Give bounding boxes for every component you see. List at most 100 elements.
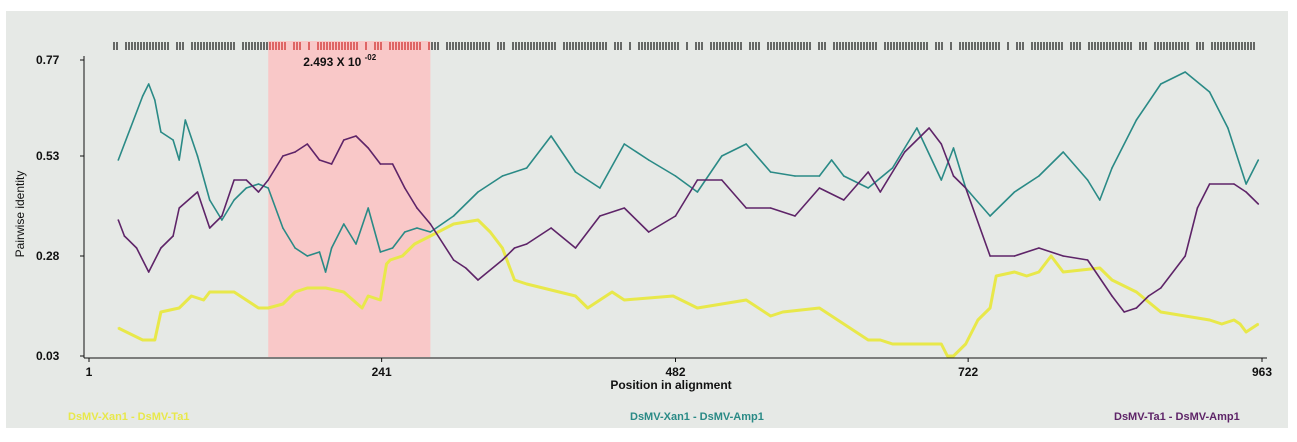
series-3-point — [879, 191, 882, 193]
legend-series-3: DsMV-Ta1 - DsMV-Amp1 — [1114, 411, 1240, 423]
series-3-point — [245, 179, 248, 181]
series-1-point — [1050, 255, 1052, 257]
series-2-point — [221, 219, 223, 221]
series-1-point — [1025, 275, 1028, 277]
series-1-point — [879, 339, 882, 341]
series-1-point — [477, 219, 479, 221]
series-1-point — [379, 299, 382, 301]
series-3-point — [903, 151, 906, 153]
series-2-point — [989, 215, 991, 217]
series-3-point — [221, 215, 223, 217]
series-2-point — [842, 175, 845, 177]
series-3-point — [1245, 191, 1247, 193]
y-axis-title: Pairwise identity — [13, 171, 27, 258]
series-1-point — [413, 243, 416, 245]
series-2-point — [141, 95, 144, 97]
series-1-point — [306, 287, 309, 289]
series-1-point — [769, 315, 772, 317]
series-3-point — [513, 247, 516, 249]
series-3-point — [416, 207, 418, 209]
series-3-point — [1062, 255, 1065, 257]
series-3-point — [1208, 183, 1211, 185]
series-3-point — [501, 259, 504, 261]
series-2-point — [1111, 167, 1113, 169]
series-1-point — [989, 307, 991, 309]
series-1-point — [1135, 291, 1138, 293]
series-1-point — [818, 307, 821, 309]
series-2-point — [367, 207, 370, 209]
series-2-point — [379, 251, 382, 253]
series-3-point — [208, 227, 211, 229]
series-1-point — [178, 307, 181, 309]
series-1-point — [282, 303, 284, 305]
series-2-point — [1184, 71, 1186, 73]
x-tick-label: 1 — [86, 365, 93, 379]
series-1-point — [672, 295, 674, 297]
series-3-point — [1123, 311, 1126, 313]
series-1-point — [1251, 327, 1254, 329]
series-1-point — [513, 279, 516, 281]
series-1-point — [1257, 323, 1260, 325]
series-1-point — [1013, 271, 1016, 273]
series-3-point — [1184, 255, 1186, 257]
series-1-point — [1245, 331, 1247, 333]
series-3-point — [867, 171, 869, 173]
series-3-point — [674, 215, 677, 217]
series-3-point — [794, 215, 796, 217]
series-1-point — [964, 343, 967, 345]
series-1-point — [294, 291, 296, 293]
series-3-point — [178, 207, 181, 209]
series-1-point — [501, 247, 504, 249]
series-3-point — [355, 135, 357, 137]
series-3-point — [257, 191, 260, 193]
x-tick-label: 241 — [372, 365, 392, 379]
series-2-point — [1013, 191, 1016, 193]
series-3-point — [477, 279, 479, 281]
series-2-point — [1086, 179, 1089, 181]
series-3-point — [599, 215, 601, 217]
series-3-point — [574, 247, 577, 249]
series-1-point — [202, 299, 205, 301]
series-3-point — [818, 187, 821, 189]
series-2-point — [160, 131, 162, 133]
series-2-point — [830, 159, 833, 161]
series-2-point — [184, 119, 187, 121]
series-2-point — [147, 83, 150, 85]
series-2-point — [1159, 83, 1162, 85]
series-1-point — [489, 231, 491, 233]
series-3-point — [928, 127, 930, 129]
y-tick-label: 0.28 — [36, 249, 60, 263]
series-1-point — [946, 355, 949, 357]
series-3-point — [233, 179, 235, 181]
series-1-point — [160, 311, 162, 313]
series-3-point — [379, 163, 382, 165]
series-3-point — [745, 207, 748, 209]
series-3-point — [367, 147, 370, 149]
series-1-point — [696, 307, 699, 309]
highlight-pvalue-base: 2.493 X 10 — [303, 55, 361, 69]
series-2-point — [208, 199, 211, 201]
series-3-point — [464, 267, 467, 269]
series-1-point — [429, 235, 432, 237]
x-tick-label: 722 — [958, 365, 978, 379]
series-3-point — [343, 139, 345, 141]
series-2-point — [550, 135, 552, 137]
series-2-point — [721, 155, 723, 157]
series-3-point — [1086, 259, 1089, 261]
series-1-point — [154, 339, 156, 341]
series-3-point — [306, 143, 309, 145]
series-1-point — [190, 295, 193, 297]
series-1-point — [782, 311, 784, 313]
series-3-point — [721, 179, 723, 181]
y-tick-label: 0.53 — [36, 149, 60, 163]
series-1-point — [1220, 323, 1223, 325]
series-1-point — [574, 295, 577, 297]
series-2-point — [794, 175, 796, 177]
x-tick-label: 482 — [665, 365, 685, 379]
series-2-point — [477, 191, 479, 193]
y-tick-label: 0.03 — [36, 349, 60, 363]
series-2-point — [129, 127, 132, 129]
series-2-point — [1245, 183, 1247, 185]
series-3-point — [1013, 255, 1016, 257]
series-2-point — [696, 191, 699, 193]
